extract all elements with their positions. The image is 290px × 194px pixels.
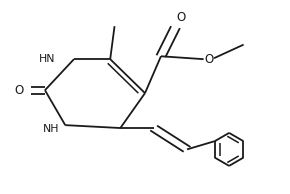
- Text: O: O: [177, 11, 186, 24]
- Text: NH: NH: [43, 124, 59, 134]
- Text: O: O: [14, 84, 23, 97]
- Text: O: O: [204, 53, 213, 66]
- Text: HN: HN: [39, 54, 55, 64]
